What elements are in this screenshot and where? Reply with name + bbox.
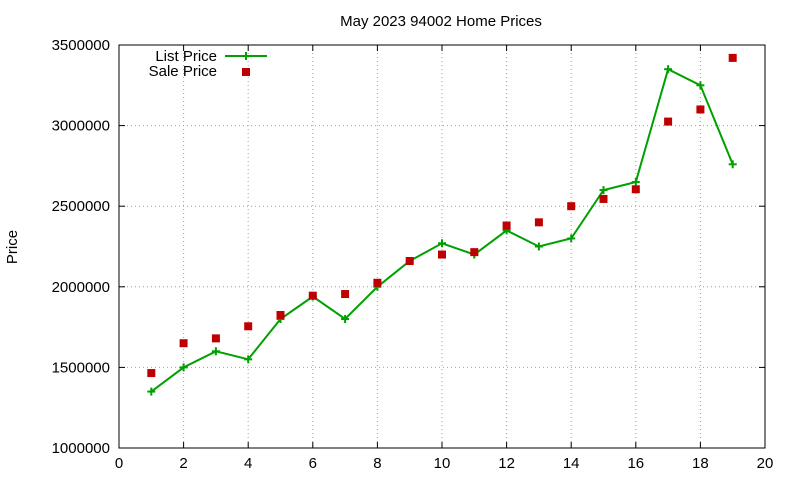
y-tick-label: 2500000 xyxy=(52,198,110,215)
y-tick-label: 3500000 xyxy=(52,37,110,54)
sale-price-point xyxy=(405,257,414,266)
y-tick-label: 1000000 xyxy=(52,440,110,457)
x-tick-label: 4 xyxy=(244,455,252,472)
sale-price-point xyxy=(696,105,705,114)
sale-price-point xyxy=(534,218,543,227)
axis-ticks: 0 2 4 6 8 10 12 14 16 18 20 1000000 1500000 2000000 25… xyxy=(52,37,774,472)
sale-price-point xyxy=(664,117,673,126)
x-tick-label: 2 xyxy=(179,455,187,472)
sale-price-point xyxy=(502,221,511,230)
list-price-point xyxy=(438,239,446,248)
sale-price-point xyxy=(244,322,253,331)
x-tick-label: 16 xyxy=(627,455,644,472)
legend-marker-list-price xyxy=(242,52,250,60)
list-price-point xyxy=(211,347,220,356)
sale-price-point xyxy=(728,53,737,62)
sale-price-point xyxy=(179,339,188,348)
list-price-point xyxy=(567,234,576,243)
x-tick-label: 20 xyxy=(757,455,774,472)
list-price-point xyxy=(664,65,673,74)
chart-title: May 2023 94002 Home Prices xyxy=(340,13,542,30)
x-tick-label: 0 xyxy=(115,455,123,472)
list-price-point xyxy=(728,160,737,169)
x-tick-label: 8 xyxy=(373,455,381,472)
y-tick-label: 1500000 xyxy=(52,359,110,376)
sale-price-point xyxy=(373,278,382,287)
x-tick-label: 12 xyxy=(498,455,515,472)
list-price-point xyxy=(534,242,543,251)
legend: List Price Sale Price xyxy=(149,48,267,80)
sale-price-point xyxy=(276,311,285,320)
sale-price-point xyxy=(308,291,317,300)
x-tick-label: 10 xyxy=(434,455,451,472)
sale-price-point xyxy=(211,334,220,343)
legend-marker-sale-price xyxy=(242,68,250,76)
list-price-point xyxy=(599,186,608,195)
sale-price-point xyxy=(341,290,350,299)
list-price-point xyxy=(341,315,350,324)
y-tick-label: 3000000 xyxy=(52,118,110,135)
series-layer xyxy=(147,53,737,396)
x-tick-label: 6 xyxy=(309,455,317,472)
sale-price-point xyxy=(147,369,156,378)
list-price-point xyxy=(147,387,156,396)
legend-label-list-price: List Price xyxy=(155,48,217,65)
list-price-point xyxy=(631,178,640,187)
sale-price-point xyxy=(567,202,576,211)
x-tick-label: 14 xyxy=(563,455,580,472)
list-price-point xyxy=(244,355,253,364)
plot-frame xyxy=(118,44,766,449)
sale-price-point xyxy=(438,250,446,259)
y-tick-label: 2000000 xyxy=(52,279,110,296)
x-tick-label: 18 xyxy=(692,455,709,472)
legend-label-sale-price: Sale Price xyxy=(149,63,217,80)
sale-price-point xyxy=(631,185,640,194)
y-axis-label: Price xyxy=(4,230,21,264)
sale-price-point xyxy=(599,194,608,203)
list-price-point xyxy=(696,81,705,90)
list-price-point xyxy=(179,363,188,372)
sale-price-point xyxy=(470,248,479,257)
